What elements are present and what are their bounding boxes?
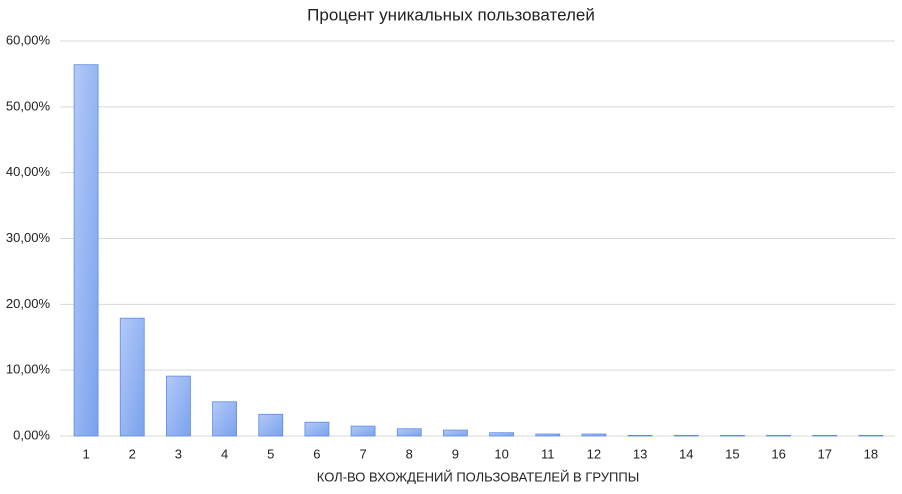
bar	[627, 434, 653, 437]
x-tick-label: 7	[359, 446, 366, 461]
bar	[73, 64, 99, 437]
y-tick-label: 20,00%	[6, 296, 51, 311]
x-tick-label: 11	[541, 446, 555, 461]
bar	[304, 421, 330, 437]
bar	[212, 401, 237, 437]
bar	[535, 433, 561, 437]
bar	[720, 434, 745, 437]
bar	[396, 428, 422, 437]
bar	[812, 434, 838, 437]
x-tick-label: 17	[818, 446, 832, 461]
y-tick-label: 50,00%	[6, 98, 51, 113]
x-tick-label: 6	[313, 446, 320, 461]
chart-title: Процент уникальных пользователей	[307, 5, 595, 24]
x-tick-label: 15	[725, 446, 739, 461]
x-tick-label: 8	[406, 446, 413, 461]
bar	[443, 429, 468, 437]
bar	[673, 434, 699, 437]
y-tick-label: 30,00%	[6, 230, 51, 245]
y-tick-label: 10,00%	[6, 362, 51, 377]
bar	[581, 433, 607, 437]
y-tick-label: 0,00%	[13, 427, 50, 442]
x-tick-label: 9	[452, 446, 459, 461]
x-tick-label: 16	[771, 446, 785, 461]
x-tick-label: 1	[82, 446, 89, 461]
bar	[489, 432, 514, 437]
x-tick-label: 14	[679, 446, 693, 461]
x-tick-label: 10	[494, 446, 508, 461]
x-tick-label: 4	[221, 446, 228, 461]
x-tick-label: 18	[864, 446, 878, 461]
bar	[119, 317, 145, 437]
x-tick-label: 3	[175, 446, 182, 461]
y-tick-label: 60,00%	[6, 32, 51, 47]
bar	[766, 434, 791, 437]
x-axis-label: КОЛ-ВО ВХОЖДЕНИЙ ПОЛЬЗОВАТЕЛЕЙ В ГРУППЫ	[317, 469, 639, 484]
bar	[350, 425, 376, 437]
x-tick-label: 12	[587, 446, 601, 461]
x-tick-label: 5	[267, 446, 274, 461]
bar	[858, 434, 884, 437]
bar	[258, 413, 284, 437]
x-tick-label: 13	[633, 446, 647, 461]
y-tick-label: 40,00%	[6, 164, 51, 179]
bar	[166, 375, 191, 437]
x-tick-label: 2	[129, 446, 136, 461]
